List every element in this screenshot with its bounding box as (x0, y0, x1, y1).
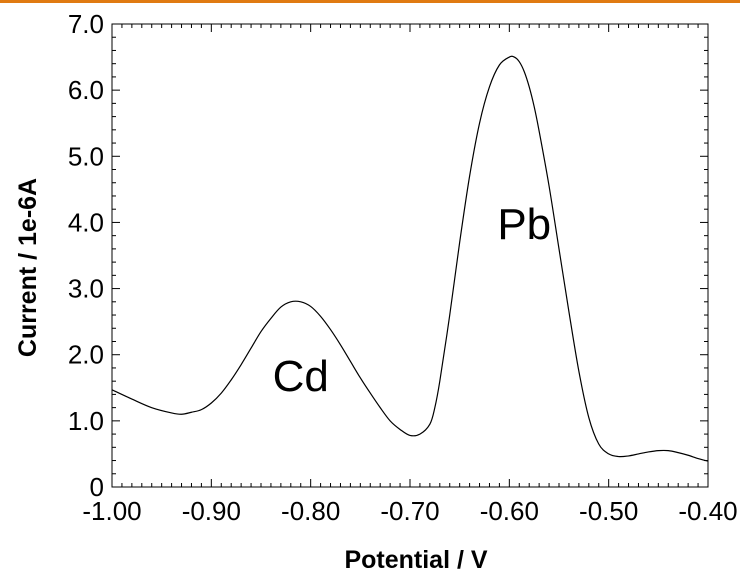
x-tick-label: -0.50 (579, 496, 638, 526)
plot-frame (111, 23, 709, 488)
y-tick-label: 2.0 (68, 340, 104, 370)
y-tick-label: 3.0 (68, 274, 104, 304)
x-tick-label: -0.80 (281, 496, 340, 526)
y-tick-label: 1.0 (68, 406, 104, 436)
y-tick-label: 4.0 (68, 207, 104, 237)
peak-label-pb: Pb (497, 200, 551, 249)
top-rule (0, 0, 740, 3)
x-tick-label: -0.60 (480, 496, 539, 526)
y-tick-label: 7.0 (68, 9, 104, 39)
x-tick-label: -0.40 (678, 496, 737, 526)
x-axis-title: Potential / V (344, 546, 487, 574)
current-series-line (111, 55, 709, 462)
x-tick-label: -0.90 (182, 496, 241, 526)
x-tick-label: -0.70 (380, 496, 439, 526)
x-tick-label: -1.00 (82, 496, 141, 526)
y-tick-label: 6.0 (68, 75, 104, 105)
y-tick-label: 0 (90, 472, 104, 502)
peak-label-cd: Cd (273, 352, 329, 401)
y-tick-label: 5.0 (68, 141, 104, 171)
y-axis-title: Current / 1e-6A (14, 178, 42, 357)
